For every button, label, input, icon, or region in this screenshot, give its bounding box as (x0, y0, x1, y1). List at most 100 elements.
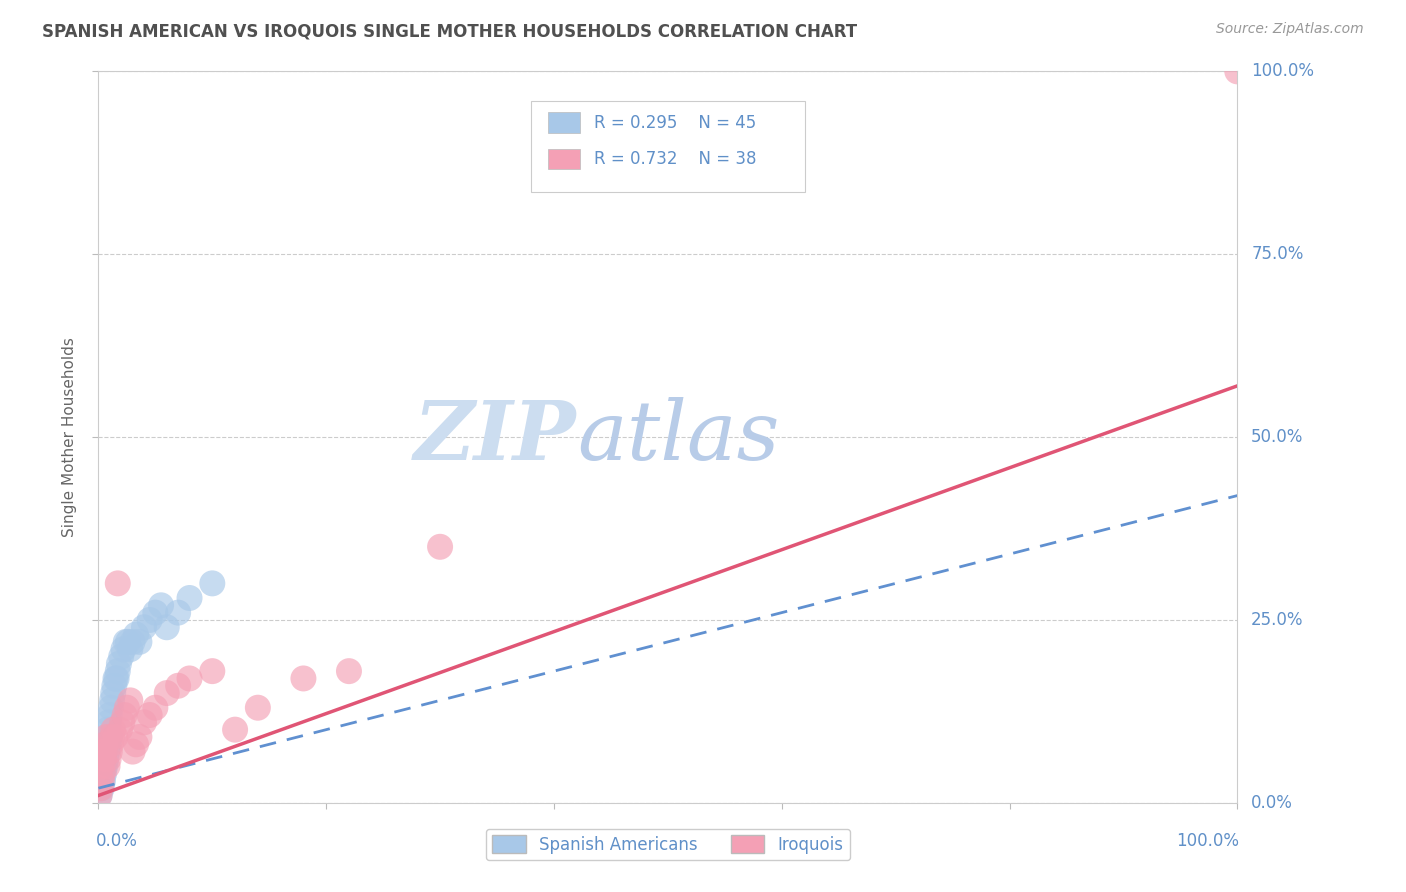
Point (128, 730, 150, 744)
Point (90, 781, 112, 796)
Point (90, 766, 112, 780)
Point (429, 540, 451, 554)
Point (97, 715, 120, 730)
Point (91, 752, 114, 766)
Point (121, 635, 143, 649)
Point (90, 759, 112, 773)
Point (110, 649, 132, 664)
Point (93, 759, 115, 773)
Point (101, 730, 124, 744)
Point (156, 686, 179, 700)
Point (150, 599, 173, 613)
Point (94, 759, 117, 773)
Point (108, 657, 131, 671)
Text: R = 0.295    N = 45: R = 0.295 N = 45 (593, 113, 756, 131)
Point (138, 613, 160, 627)
Point (90, 781, 112, 796)
Point (1226, 64, 1249, 78)
Y-axis label: Single Mother Households: Single Mother Households (62, 337, 77, 537)
Point (117, 635, 139, 649)
Point (107, 664, 129, 678)
Text: R = 0.732    N = 38: R = 0.732 N = 38 (593, 150, 756, 168)
Point (96, 752, 118, 766)
Point (96, 745, 118, 759)
Point (112, 642, 135, 657)
Point (90, 781, 112, 796)
Point (120, 693, 142, 707)
Point (104, 730, 127, 744)
Point (145, 700, 167, 714)
Point (105, 672, 128, 686)
Point (145, 606, 167, 620)
Point (93, 752, 115, 766)
Text: ZIP: ZIP (415, 397, 576, 477)
Point (114, 708, 136, 723)
Point (91, 773, 114, 788)
Point (103, 686, 125, 700)
Point (104, 672, 127, 686)
Point (101, 693, 124, 707)
Text: SPANISH AMERICAN VS IROQUOIS SINGLE MOTHER HOUSEHOLDS CORRELATION CHART: SPANISH AMERICAN VS IROQUOIS SINGLE MOTH… (42, 22, 858, 40)
Point (96, 759, 118, 773)
Point (97, 752, 120, 766)
Point (93, 766, 115, 780)
Point (96, 730, 118, 744)
Point (98, 745, 121, 759)
Point (94, 737, 117, 751)
Point (90, 759, 112, 773)
Point (138, 708, 160, 723)
Point (224, 723, 246, 737)
FancyBboxPatch shape (548, 112, 581, 133)
Point (93, 745, 115, 759)
Point (96, 730, 118, 744)
Point (125, 737, 148, 751)
Text: 0.0%: 0.0% (96, 832, 138, 850)
Point (107, 576, 129, 591)
Text: atlas: atlas (576, 397, 779, 477)
FancyBboxPatch shape (548, 149, 581, 169)
Point (167, 679, 190, 693)
Point (100, 700, 122, 714)
Text: 100.0%: 100.0% (1251, 62, 1315, 80)
Text: 100.0%: 100.0% (1177, 832, 1240, 850)
Point (114, 635, 136, 649)
Point (98, 708, 121, 723)
Point (97, 737, 120, 751)
Point (115, 700, 138, 714)
Point (120, 642, 142, 657)
Point (96, 723, 118, 737)
Text: 0.0%: 0.0% (1251, 794, 1294, 812)
Point (108, 723, 131, 737)
Point (121, 745, 143, 759)
Point (100, 737, 122, 751)
Point (156, 620, 179, 634)
Point (337, 664, 360, 678)
Point (201, 664, 224, 678)
Point (90, 773, 112, 788)
Text: 75.0%: 75.0% (1251, 245, 1303, 263)
Point (93, 745, 115, 759)
Point (132, 715, 155, 730)
Text: Source: ZipAtlas.com: Source: ZipAtlas.com (1216, 22, 1364, 37)
Text: 50.0%: 50.0% (1251, 428, 1303, 446)
Point (128, 635, 150, 649)
Point (91, 766, 114, 780)
Point (179, 591, 201, 605)
Point (132, 620, 155, 634)
Text: 25.0%: 25.0% (1251, 611, 1303, 629)
Point (125, 627, 148, 641)
FancyBboxPatch shape (531, 101, 804, 192)
Point (111, 715, 134, 730)
Point (103, 679, 125, 693)
Point (103, 723, 125, 737)
Point (89, 789, 111, 803)
Point (167, 606, 190, 620)
Point (201, 576, 224, 591)
Point (246, 700, 269, 714)
Legend: Spanish Americans, Iroquois: Spanish Americans, Iroquois (485, 829, 851, 860)
Point (90, 773, 112, 788)
Point (89, 789, 111, 803)
Point (94, 737, 117, 751)
Point (98, 730, 121, 744)
Point (179, 672, 201, 686)
